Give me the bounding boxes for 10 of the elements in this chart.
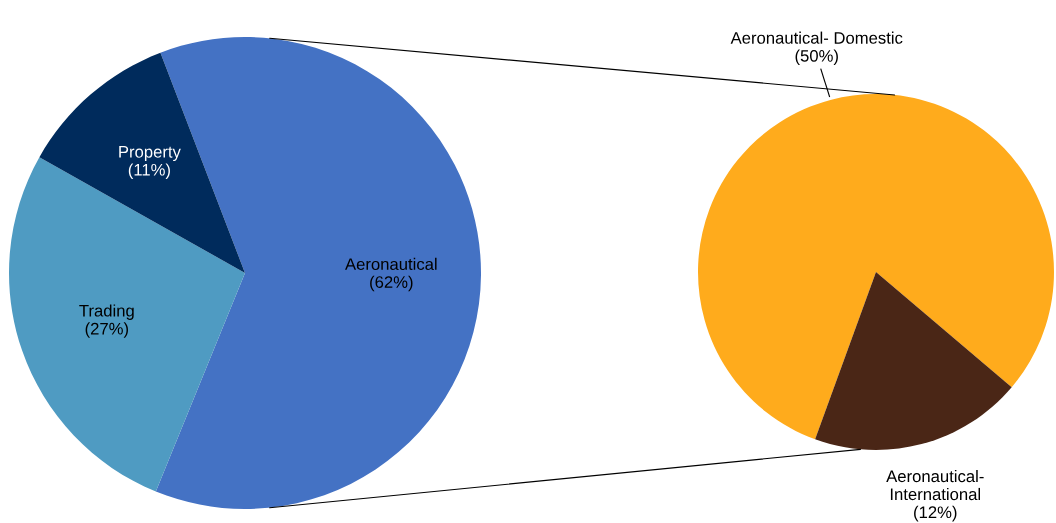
slice-label: Trading	[79, 304, 134, 320]
data-label: (27%)	[85, 322, 129, 338]
slice-label: Aeronautical	[345, 257, 437, 271]
data-label: (50%)	[795, 49, 838, 66]
slice-label: Aeronautical- International	[886, 469, 984, 501]
slice-label: Property	[119, 146, 181, 162]
data-label: (12%)	[914, 505, 957, 522]
slice-label: Aeronautical- Domestic	[730, 31, 903, 44]
data-label: (62%)	[370, 275, 413, 292]
data-label: (11%)	[128, 163, 170, 179]
